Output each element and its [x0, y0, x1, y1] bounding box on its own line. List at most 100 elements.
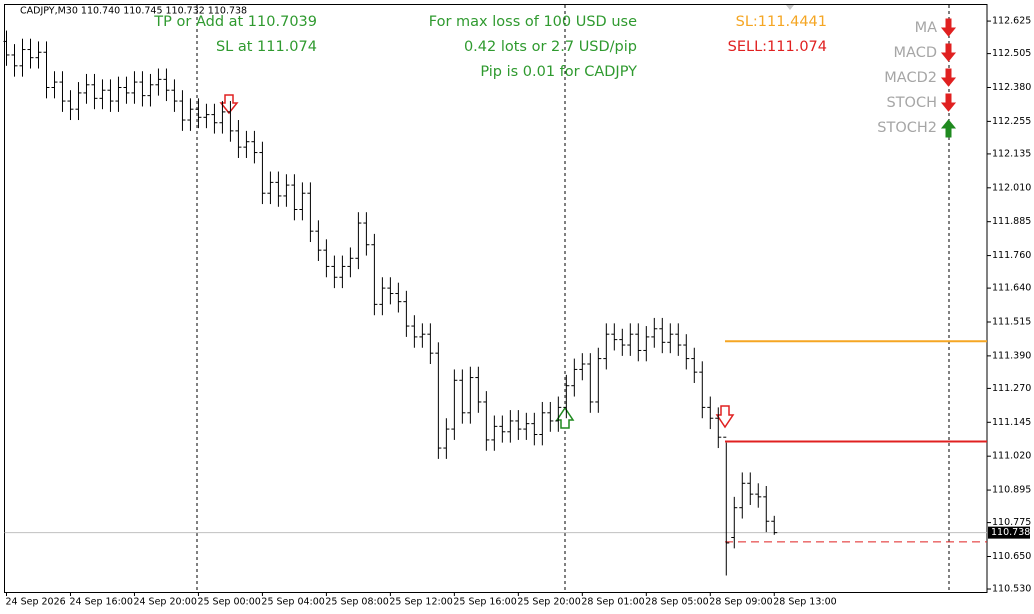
- indicator-arrow: [940, 43, 957, 62]
- ohlc-bar: [771, 515, 778, 535]
- ohlc-bar: [283, 174, 290, 207]
- x-tick-label: 28 Sep 01:00: [581, 597, 644, 608]
- ohlc-bar: [523, 412, 530, 440]
- ohlc-bar: [35, 41, 42, 69]
- ohlc-bar: [19, 38, 26, 77]
- ohlc-bar: [371, 233, 378, 316]
- y-tick-label: 111.760: [992, 250, 1031, 261]
- ohlc-bar: [347, 247, 354, 278]
- ohlc-bar: [307, 182, 314, 243]
- ohlc-bar: [83, 73, 90, 104]
- ohlc-bar: [339, 255, 346, 289]
- ohlc-bar: [163, 68, 170, 102]
- indicator-arrow: [940, 93, 957, 112]
- y-tick-label: 111.515: [992, 316, 1031, 327]
- y-tick-label: 111.390: [992, 350, 1031, 361]
- pip-text: Pip is 0.01 for CADJPY: [480, 64, 637, 80]
- y-tick-label: 111.270: [992, 383, 1031, 394]
- x-tick-label: 24 Sep 16:00: [69, 597, 132, 608]
- ohlc-bar: [3, 30, 10, 66]
- sell-level-text: SELL:111.074: [728, 39, 827, 55]
- risk-text: For max loss of 100 USD use: [429, 14, 637, 30]
- sell-signal-arrow: [219, 94, 239, 115]
- ohlc-bar: [667, 323, 674, 354]
- buy-signal-arrow: [555, 406, 575, 429]
- ohlc-bar: [43, 41, 50, 99]
- ohlc-bar: [475, 366, 482, 413]
- ohlc-bar: [427, 323, 434, 365]
- ohlc-bar: [435, 342, 442, 459]
- x-tick-label: 24 Sep 20:00: [133, 597, 196, 608]
- y-tick-label: 112.625: [992, 16, 1031, 27]
- y-tick-label: 112.255: [992, 116, 1031, 127]
- ohlc-bar: [203, 103, 210, 129]
- ohlc-bar: [243, 130, 250, 158]
- y-tick-label: 111.145: [992, 417, 1031, 428]
- indicator-label: MA: [915, 20, 938, 36]
- x-tick-label: 28 Sep 09:00: [709, 597, 772, 608]
- x-tick-label: 25 Sep 08:00: [325, 597, 388, 608]
- indicator-arrow: [940, 68, 957, 87]
- tp-text: TP or Add at 110.7039: [153, 14, 317, 30]
- y-tick-label: 112.380: [992, 82, 1031, 93]
- y-tick-label: 112.010: [992, 182, 1031, 193]
- ohlc-bar: [147, 73, 154, 107]
- ohlc-bar: [563, 374, 570, 419]
- x-tick-label: 24 Sep 2026: [5, 597, 65, 608]
- x-tick-label: 25 Sep 04:00: [261, 597, 324, 608]
- ohlc-bar: [75, 82, 82, 121]
- ohlc-bar: [763, 486, 770, 533]
- ohlc-bar: [179, 90, 186, 131]
- ohlc-bar: [411, 315, 418, 348]
- ohlc-bar: [227, 101, 234, 142]
- ohlc-bar: [363, 212, 370, 256]
- ohlc-bar: [571, 358, 578, 397]
- sell-signal-arrow: [715, 405, 735, 429]
- ohlc-bar: [611, 323, 618, 351]
- ohlc-bar: [267, 171, 274, 205]
- ohlc-bar: [707, 396, 714, 430]
- ohlc-bar: [195, 98, 202, 129]
- ohlc-bar: [187, 98, 194, 131]
- ohlc-bar: [731, 496, 738, 549]
- sl-level-text: SL:111.4441: [736, 14, 827, 30]
- ohlc-bar: [483, 391, 490, 451]
- x-tick-label: 28 Sep 05:00: [645, 597, 708, 608]
- ohlc-bar: [155, 68, 162, 96]
- ohlc-bar: [379, 277, 386, 316]
- x-tick-label: 28 Sep 13:00: [773, 597, 836, 608]
- ohlc-bar: [539, 401, 546, 446]
- y-tick-label: 111.020: [992, 451, 1031, 462]
- x-tick-label: 25 Sep 16:00: [453, 597, 516, 608]
- ohlc-bar: [579, 353, 586, 381]
- ohlc-bar: [515, 410, 522, 440]
- x-tick-label: 25 Sep 00:00: [197, 597, 260, 608]
- ohlc-bar: [619, 328, 626, 356]
- ohlc-bar: [723, 436, 730, 576]
- lots-text: 0.42 lots or 2.7 USD/pip: [464, 39, 637, 55]
- ohlc-bar: [387, 277, 394, 305]
- chart-title: CADJPY,M30 110.740 110.745 110.732 110.7…: [20, 6, 247, 17]
- ohlc-bar: [531, 412, 538, 446]
- ohlc-bar: [11, 44, 18, 77]
- ohlc-bar: [275, 171, 282, 207]
- ohlc-bar: [211, 103, 218, 134]
- ohlc-bar: [251, 130, 258, 164]
- indicator-label: STOCH: [886, 95, 937, 111]
- ohlc-bar: [131, 71, 138, 104]
- ohlc-bar: [507, 410, 514, 443]
- ohlc-bar: [739, 472, 746, 519]
- ohlc-bar: [315, 220, 322, 261]
- price-box: [988, 526, 1030, 539]
- ohlc-bar: [683, 334, 690, 370]
- ohlc-bar: [403, 290, 410, 337]
- ohlc-bar: [259, 141, 266, 205]
- ohlc-bar: [451, 369, 458, 440]
- ohlc-bar: [547, 401, 554, 432]
- ohlc-bar: [123, 76, 130, 104]
- y-tick-label: 110.650: [992, 551, 1031, 562]
- ohlc-bar: [59, 71, 66, 112]
- ohlc-bar: [747, 472, 754, 505]
- ohlc-bar: [659, 317, 666, 354]
